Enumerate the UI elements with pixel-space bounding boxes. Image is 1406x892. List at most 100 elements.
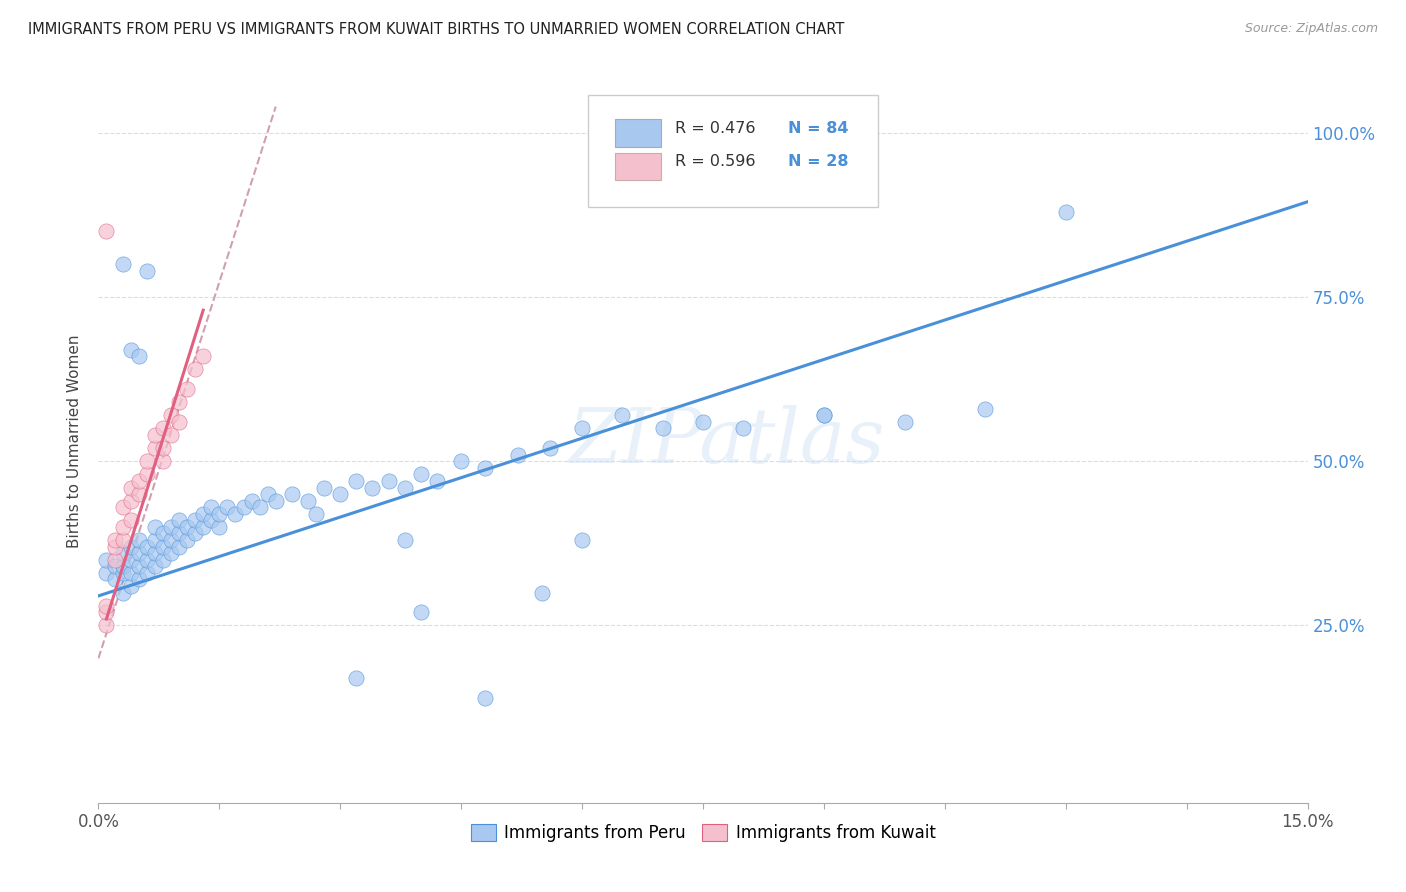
Point <box>167 415 190 429</box>
Point <box>200 513 222 527</box>
Point <box>152 441 174 455</box>
Point <box>450 454 472 468</box>
Point <box>128 533 150 547</box>
Point <box>256 487 278 501</box>
Text: R = 0.476: R = 0.476 <box>675 121 755 136</box>
Point <box>184 513 207 527</box>
Point <box>176 382 198 396</box>
Point <box>377 474 399 488</box>
Point <box>160 409 183 423</box>
Point <box>152 553 174 567</box>
Point <box>96 224 118 238</box>
Point <box>813 409 835 423</box>
Point <box>120 481 142 495</box>
Point <box>160 546 183 560</box>
Point <box>409 467 432 482</box>
Point <box>176 533 198 547</box>
Point <box>394 533 416 547</box>
Point <box>281 487 304 501</box>
Point <box>128 559 150 574</box>
Text: IMMIGRANTS FROM PERU VS IMMIGRANTS FROM KUWAIT BIRTHS TO UNMARRIED WOMEN CORRELA: IMMIGRANTS FROM PERU VS IMMIGRANTS FROM … <box>28 22 845 37</box>
Point <box>120 343 142 357</box>
Point <box>120 493 142 508</box>
Point <box>111 585 134 599</box>
Point <box>571 421 593 435</box>
Y-axis label: Births to Unmarried Women: Births to Unmarried Women <box>67 334 83 549</box>
Bar <box>614 120 661 147</box>
Point <box>120 513 142 527</box>
Point <box>128 474 150 488</box>
Point <box>344 671 367 685</box>
Point <box>128 546 150 560</box>
Point <box>571 533 593 547</box>
Point <box>111 500 134 515</box>
Point <box>474 460 496 475</box>
Point <box>217 500 239 515</box>
Point <box>530 585 553 599</box>
Text: ZIPatlas: ZIPatlas <box>569 405 886 478</box>
Point <box>193 349 215 363</box>
Point <box>128 573 150 587</box>
Point <box>120 553 142 567</box>
Text: N = 84: N = 84 <box>787 121 848 136</box>
Point <box>143 533 166 547</box>
Point <box>160 520 183 534</box>
Point <box>96 618 118 632</box>
Point <box>143 520 166 534</box>
Point <box>103 553 125 567</box>
Point <box>167 526 190 541</box>
Point <box>176 520 198 534</box>
Point <box>96 566 118 580</box>
Point <box>651 421 673 435</box>
Point <box>135 566 157 580</box>
Point <box>240 493 263 508</box>
FancyBboxPatch shape <box>588 95 879 207</box>
Point <box>152 421 174 435</box>
Point <box>111 533 134 547</box>
Point <box>96 599 118 613</box>
Point <box>813 409 835 423</box>
Point <box>103 540 125 554</box>
Point <box>96 605 118 619</box>
Point <box>733 421 755 435</box>
Point <box>103 559 125 574</box>
Point <box>143 546 166 560</box>
Point <box>135 540 157 554</box>
Point <box>111 559 134 574</box>
Point <box>264 493 287 508</box>
Legend: Immigrants from Peru, Immigrants from Kuwait: Immigrants from Peru, Immigrants from Ku… <box>464 817 942 848</box>
Point <box>120 579 142 593</box>
Point <box>152 454 174 468</box>
Point <box>111 546 134 560</box>
Point <box>135 467 157 482</box>
Bar <box>614 153 661 180</box>
Point <box>506 448 529 462</box>
Point <box>249 500 271 515</box>
Point <box>96 553 118 567</box>
Point <box>152 526 174 541</box>
Point <box>232 500 254 515</box>
Point <box>612 409 634 423</box>
Point <box>974 401 997 416</box>
Point <box>474 690 496 705</box>
Point <box>1054 204 1077 219</box>
Point <box>120 540 142 554</box>
Point <box>120 566 142 580</box>
Point <box>893 415 915 429</box>
Point <box>538 441 561 455</box>
Point <box>224 507 246 521</box>
Point <box>426 474 449 488</box>
Point <box>208 507 231 521</box>
Point <box>692 415 714 429</box>
Point <box>143 441 166 455</box>
Point <box>314 481 336 495</box>
Point <box>152 540 174 554</box>
Point <box>135 553 157 567</box>
Point <box>160 533 183 547</box>
Point <box>200 500 222 515</box>
Text: N = 28: N = 28 <box>787 154 848 169</box>
Text: Source: ZipAtlas.com: Source: ZipAtlas.com <box>1244 22 1378 36</box>
Point <box>305 507 328 521</box>
Point <box>193 507 215 521</box>
Point <box>193 520 215 534</box>
